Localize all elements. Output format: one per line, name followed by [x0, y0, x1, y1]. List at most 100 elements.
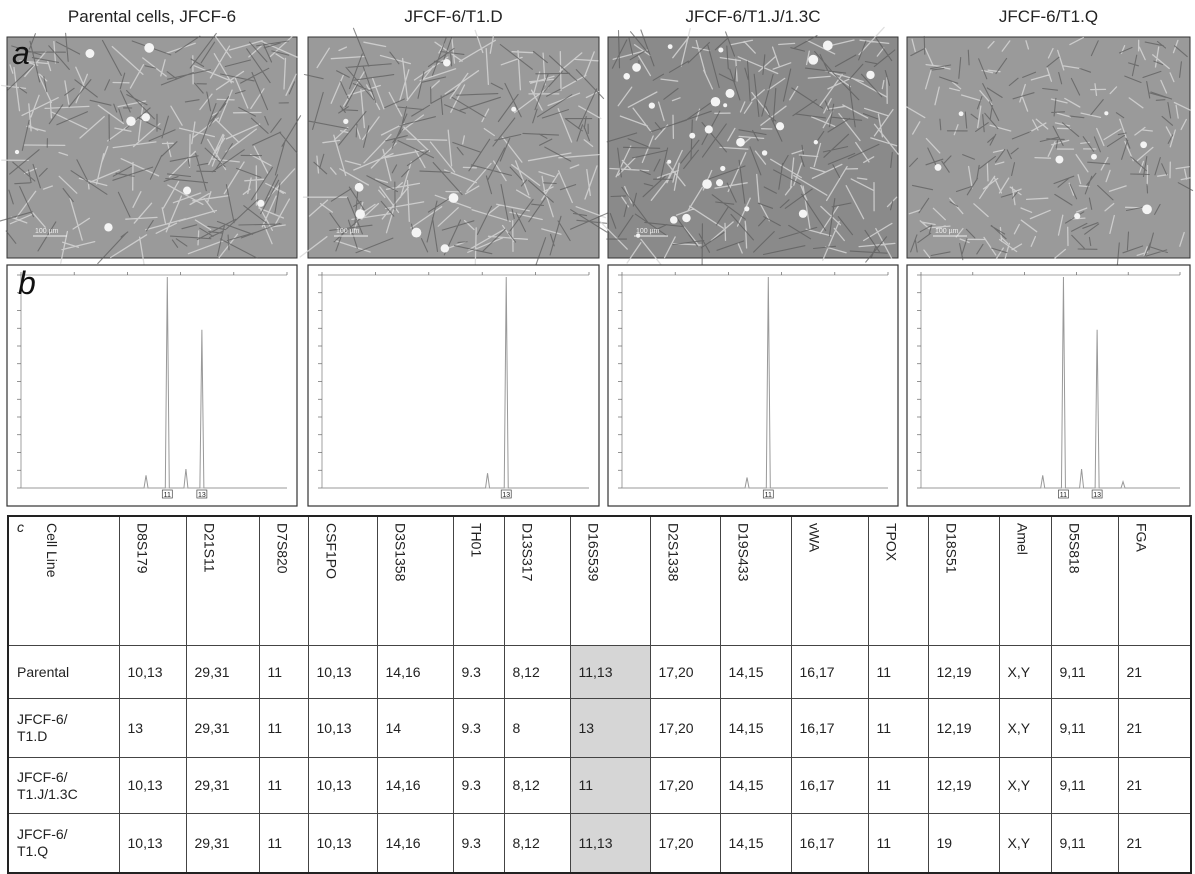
cell-body: [1140, 141, 1147, 148]
header-text: vWA: [806, 523, 823, 552]
table-cell: 9.3: [453, 646, 504, 699]
header-text: D21S11: [201, 523, 218, 573]
cell-body: [736, 138, 745, 147]
cell-body: [720, 166, 725, 171]
table-cell: 11: [570, 758, 650, 814]
header-cell: FGA: [1118, 516, 1191, 646]
table-row: JFCF-6/ T1.D1329,311110,13149.381317,201…: [8, 699, 1191, 758]
header-text: D5S818: [1066, 523, 1083, 574]
header-text: D3S1358: [392, 523, 409, 581]
table-cell: 13: [119, 699, 186, 758]
panel-title: Parental cells, JFCF-6: [68, 7, 236, 26]
table-cell: 11: [868, 814, 928, 874]
panel-label: a: [12, 35, 30, 71]
cell-body: [183, 187, 191, 195]
peak-label: 13: [1093, 492, 1101, 499]
cell-body: [623, 73, 630, 80]
cell-body: [705, 125, 713, 133]
table-cell: 9,11: [1051, 699, 1118, 758]
table-cell: 12,19: [928, 758, 999, 814]
table-cell: JFCF-6/ T1.J/1.3C: [8, 758, 119, 814]
header-row: cCell LineD8S179D21S11D7S820CSF1POD3S135…: [8, 516, 1191, 646]
table-cell: 29,31: [186, 758, 259, 814]
header-cell: D18S51: [928, 516, 999, 646]
table-cell: JFCF-6/ T1.Q: [8, 814, 119, 874]
scale-bar-label: 100 µm: [35, 228, 59, 235]
header-text: CSF1PO: [323, 523, 340, 579]
header-text: Cell Line: [43, 523, 60, 577]
scale-bar-label: 100 µm: [636, 228, 660, 235]
cell-body: [411, 228, 421, 238]
cell-body: [959, 111, 964, 116]
cell-body: [15, 150, 19, 154]
electropherogram-frame: [907, 265, 1190, 506]
table-cell: 14,15: [720, 699, 791, 758]
table-cell: 16,17: [791, 699, 868, 758]
cell-body: [711, 97, 720, 106]
table-cell: 10,13: [119, 758, 186, 814]
header-text: TH01: [468, 523, 485, 557]
peak-label: 11: [1060, 492, 1067, 499]
table-cell: X,Y: [999, 646, 1051, 699]
electropherogram-frame: [308, 265, 599, 506]
electropherogram-frame: [608, 265, 898, 506]
cell-body: [667, 160, 671, 164]
table-cell: 11: [868, 646, 928, 699]
table-cell: 13: [570, 699, 650, 758]
cell-body: [144, 43, 154, 53]
header-cell: D13S317: [504, 516, 570, 646]
table-cell: 9.3: [453, 814, 504, 874]
table-cell: 11: [868, 758, 928, 814]
cell-body: [449, 193, 459, 203]
cell-body: [1091, 154, 1097, 160]
table-cell: 14,16: [377, 646, 453, 699]
header-text: FGA: [1133, 523, 1150, 552]
table-cell: 11: [259, 699, 308, 758]
cell-body: [689, 133, 695, 139]
cell-body: [935, 164, 942, 171]
cell-body: [799, 210, 807, 218]
table-cell: 14,16: [377, 814, 453, 874]
table-cell: Parental: [8, 646, 119, 699]
cell-body: [823, 41, 833, 51]
panel-title: JFCF-6/T1.J/1.3C: [685, 7, 820, 26]
cell-body: [702, 179, 712, 189]
table-cell: 10,13: [308, 646, 377, 699]
table-cell: JFCF-6/ T1.D: [8, 699, 119, 758]
cell-body: [1074, 213, 1080, 219]
table-cell: 29,31: [186, 814, 259, 874]
table-cell: 12,19: [928, 646, 999, 699]
header-cell: TH01: [453, 516, 504, 646]
cell-body: [649, 103, 655, 109]
table-cell: 8,12: [504, 758, 570, 814]
table-cell: 12,19: [928, 699, 999, 758]
cell-body: [814, 140, 818, 144]
cell-body: [726, 89, 735, 98]
table-row: Parental10,1329,311110,1314,169.38,1211,…: [8, 646, 1191, 699]
table-cell: 10,13: [308, 699, 377, 758]
header-cell: D8S179: [119, 516, 186, 646]
header-text: D2S1338: [665, 523, 682, 581]
cell-body: [441, 244, 449, 252]
cell-body: [808, 55, 818, 65]
cell-body: [1142, 204, 1152, 214]
table-cell: 14,16: [377, 758, 453, 814]
header-cell: D21S11: [186, 516, 259, 646]
header-cell: D16S539: [570, 516, 650, 646]
cell-body: [866, 71, 874, 79]
header-cell: TPOX: [868, 516, 928, 646]
panel-title: JFCF-6/T1.D: [404, 7, 502, 26]
cell-body: [142, 113, 150, 121]
header-text: D7S820: [274, 523, 291, 574]
peak-label: 11: [765, 492, 772, 499]
table-cell: 21: [1118, 758, 1191, 814]
table-cell: 8: [504, 699, 570, 758]
cell-body: [670, 216, 678, 224]
table-cell: 9,11: [1051, 646, 1118, 699]
table-cell: X,Y: [999, 758, 1051, 814]
table-cell: 9,11: [1051, 814, 1118, 874]
header-text: TPOX: [883, 523, 900, 561]
header-text: D8S179: [134, 523, 151, 574]
cell-body: [668, 44, 673, 49]
